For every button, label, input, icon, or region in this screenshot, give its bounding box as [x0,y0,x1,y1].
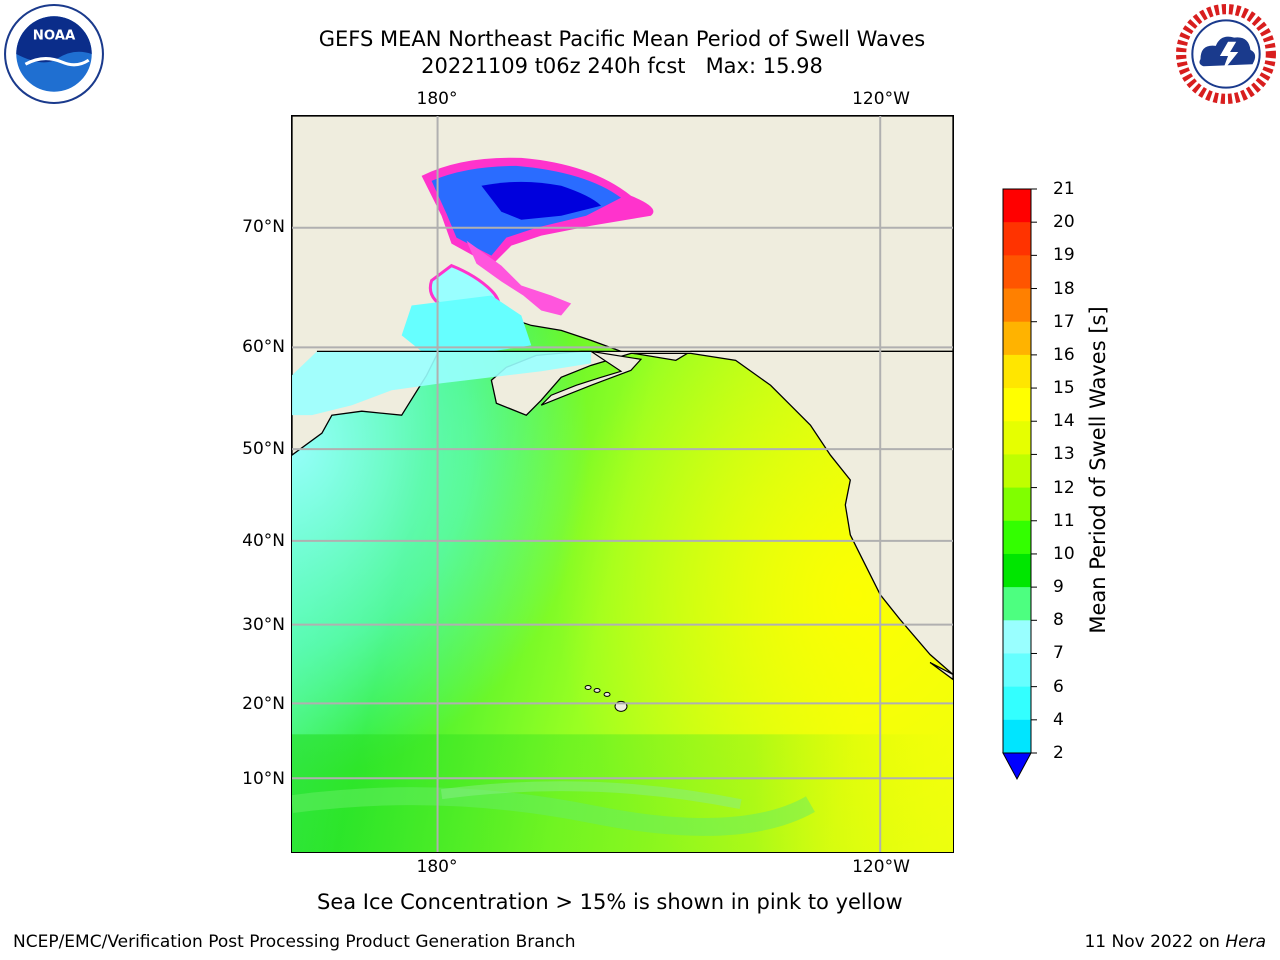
colorbar-segment [1003,719,1031,754]
colorbar-tick-label: 12 [1053,477,1075,498]
colorbar-segment [1003,189,1031,223]
colorbar-segment [1003,321,1031,356]
colorbar-tick-label: 17 [1053,311,1075,332]
colorbar-title: Mean Period of Swell Waves [s] [1086,306,1110,634]
lon-label-top-180: 180° [416,89,458,109]
colorbar-segment [1003,388,1031,422]
lat-label-10n: 10°N [242,769,285,789]
colorbar-tick-label: 8 [1053,610,1064,631]
lat-label-20n: 20°N [242,694,285,714]
colorbar-segment [1003,653,1031,688]
colorbar-segment [1003,354,1031,389]
map-gridlines [292,116,953,852]
colorbar-tick-label: 7 [1053,643,1064,664]
lat-label-50n: 50°N [242,439,285,459]
colorbar-segment [1003,487,1031,522]
colorbar-segment [1003,686,1031,721]
colorbar-segment [1003,587,1031,621]
colorbar-tick-label: 10 [1053,543,1075,564]
colorbar-segment [1003,421,1031,455]
colorbar-tick-label: 4 [1053,709,1064,730]
colorbar-segment [1003,255,1031,290]
colorbar-segment [1003,288,1031,323]
colorbar-tick-label: 21 [1053,179,1075,199]
colorbar-extend-min [1002,752,1032,781]
lon-label-top-120w: 120°W [852,89,910,109]
colorbar-tick-label: 18 [1053,278,1075,299]
colorbar-segment [1003,222,1031,256]
host-name: Hera [1225,932,1266,952]
chart-title-line1: GEFS MEAN Northeast Pacific Mean Period … [318,27,926,51]
arctic-sea-ice [401,157,654,352]
colorbar-segment [1003,520,1031,555]
chart-title-line2: 20221109 t06z 240h fcst Max: 15.98 [421,54,823,78]
colorbar-tick-label: 2 [1053,743,1064,763]
colorbar-outline [1002,188,1032,754]
noaa-logo: NOAA [4,4,104,104]
colorbar-segment [1003,454,1031,489]
colorbar-tick-label: 20 [1053,212,1075,233]
lat-label-40n: 40°N [242,531,285,551]
map-panel [291,115,954,853]
nws-logo [1176,4,1276,104]
colorbar-tick-label: 11 [1053,510,1075,531]
colorbar-tick-label: 15 [1053,378,1075,399]
date-text: 11 Nov 2022 on [1084,932,1220,952]
colorbar-tick-label: 19 [1053,245,1075,266]
colorbar-tick-label: 14 [1053,411,1075,432]
lat-label-30n: 30°N [242,615,285,635]
lat-label-60n: 60°N [242,337,285,357]
colorbar [1002,188,1037,781]
colorbar-segment [1003,620,1031,654]
colorbar-segment [1003,553,1031,588]
sea-ice-note: Sea Ice Concentration > 15% is shown in … [317,890,903,914]
colorbar-tick-label: 16 [1053,344,1075,365]
colorbar-tick-label: 6 [1053,676,1064,697]
lat-label-70n: 70°N [242,217,285,237]
date-line: 11 Nov 2022 on Hera [1084,932,1266,952]
svg-text:NOAA: NOAA [33,29,76,44]
lon-label-bottom-120w: 120°W [852,857,910,877]
credit-line: NCEP/EMC/Verification Post Processing Pr… [13,932,576,952]
colorbar-tick-label: 9 [1053,577,1064,598]
colorbar-tick-label: 13 [1053,444,1075,465]
lon-label-bottom-180: 180° [416,857,458,877]
